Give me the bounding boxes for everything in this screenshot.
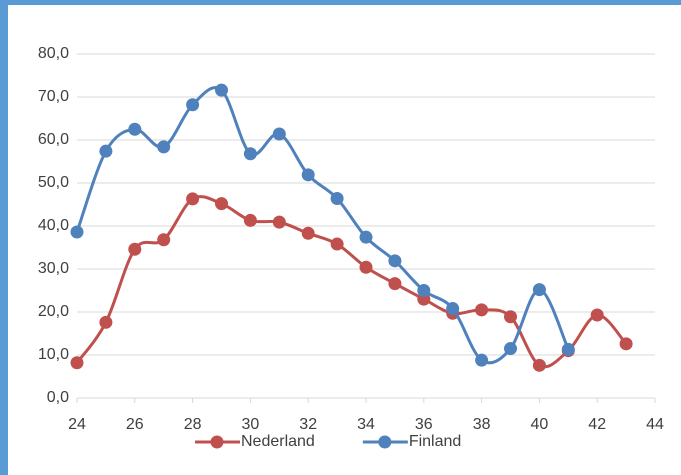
x-tick-label: 44 <box>646 416 664 433</box>
x-tick-label: 42 <box>588 416 606 433</box>
legend-marker <box>378 435 392 449</box>
data-point <box>417 284 431 297</box>
frame-top <box>0 0 681 5</box>
y-tick-label: 70,0 <box>38 88 69 105</box>
data-point <box>99 144 113 158</box>
data-point <box>301 226 315 240</box>
data-point <box>186 98 200 112</box>
data-point <box>504 342 517 356</box>
data-point <box>243 213 257 227</box>
data-point <box>475 353 489 367</box>
data-point <box>619 337 633 351</box>
x-tick-label: 30 <box>242 416 260 433</box>
data-point <box>532 358 546 372</box>
y-tick-label: 60,0 <box>38 131 69 148</box>
data-point <box>186 192 200 206</box>
y-tick-label: 30,0 <box>38 260 69 277</box>
x-tick-label: 32 <box>299 416 317 433</box>
x-tick-label: 28 <box>184 416 202 433</box>
x-tick-label: 38 <box>473 416 491 433</box>
data-point <box>157 140 171 154</box>
data-point <box>272 215 286 229</box>
data-point <box>330 237 344 251</box>
data-point <box>446 302 460 316</box>
data-point <box>359 230 373 244</box>
y-tick-label: 50,0 <box>38 174 69 191</box>
x-tick-label: 34 <box>357 416 375 433</box>
x-tick-label: 26 <box>126 416 144 433</box>
data-point <box>475 303 489 317</box>
y-tick-label: 10,0 <box>38 346 69 363</box>
data-point <box>272 127 286 141</box>
legend-label: Finland <box>409 433 461 450</box>
data-point <box>590 308 604 322</box>
data-point <box>99 315 113 329</box>
y-tick-label: 0,0 <box>47 389 69 406</box>
x-tick-label: 40 <box>531 416 549 433</box>
data-point <box>128 242 142 256</box>
data-point <box>70 225 84 239</box>
data-point <box>157 233 171 247</box>
frame-left <box>0 0 8 475</box>
data-point <box>301 168 315 182</box>
data-point <box>215 197 228 211</box>
data-point <box>532 283 546 297</box>
y-tick-label: 20,0 <box>38 303 69 320</box>
data-point <box>330 191 344 205</box>
legend-label: Nederland <box>241 433 315 450</box>
data-point <box>70 356 84 370</box>
legend-marker <box>210 435 224 449</box>
series-line <box>75 86 570 365</box>
data-point <box>504 310 517 324</box>
data-point <box>359 260 373 274</box>
y-tick-label: 80,0 <box>38 45 69 62</box>
x-tick-label: 24 <box>68 416 86 433</box>
x-tick-label: 36 <box>415 416 433 433</box>
data-point <box>561 342 575 356</box>
data-point <box>128 122 142 136</box>
data-point <box>388 254 402 268</box>
data-point <box>215 83 228 97</box>
data-point <box>243 147 257 161</box>
data-point <box>388 277 402 291</box>
y-tick-label: 40,0 <box>38 217 69 234</box>
